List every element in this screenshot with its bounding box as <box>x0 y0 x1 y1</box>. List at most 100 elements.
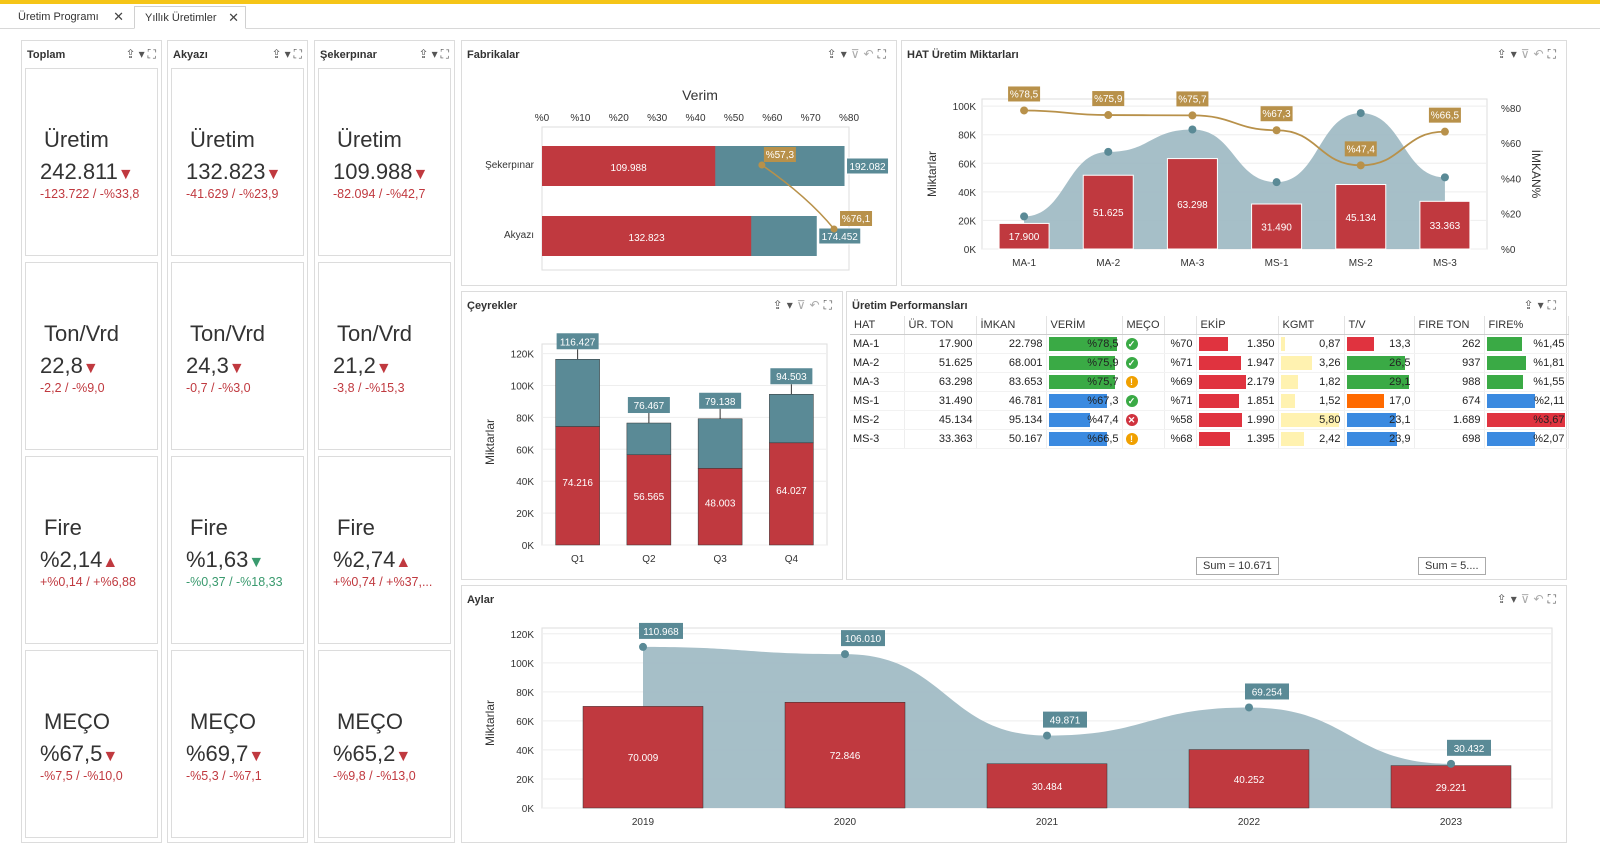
tab-yillik-uretimler[interactable]: Yıllık Üretimler ✕ <box>134 6 246 29</box>
chevron-down-icon[interactable]: ▾ <box>840 47 851 61</box>
undo-icon[interactable]: ↶ <box>863 47 878 61</box>
table-row[interactable]: MA-2 51.625 68.001 %75,9 ✓ %71 1.947 3,2… <box>850 353 1569 373</box>
table-row[interactable]: MS-3 33.363 50.167 %66,5 ! %68 1.395 2,4… <box>850 429 1569 449</box>
maximize-icon[interactable]: ⛶ <box>877 47 890 61</box>
kpi-label: MEÇO <box>44 709 110 734</box>
kpi-card[interactable]: Üretim 242.811▼ -123.722 / -%33,8 <box>25 68 158 256</box>
bar <box>1419 200 1471 250</box>
column-header[interactable]: MEÇO <box>1122 316 1165 335</box>
table-row[interactable]: MA-1 17.900 22.798 %78,5 ✓ %70 1.350 0,8… <box>850 334 1569 354</box>
close-icon[interactable]: ✕ <box>228 10 239 25</box>
maximize-icon[interactable]: ⛶ <box>1547 592 1560 606</box>
chevron-down-icon[interactable]: ▾ <box>431 47 441 61</box>
column-header[interactable] <box>1164 316 1197 335</box>
undo-icon[interactable]: ↶ <box>809 298 824 312</box>
kpi-value: 132.823 <box>186 159 266 184</box>
imkan-label-box <box>1344 141 1377 157</box>
sum-total-ekip: Sum = 10.671 <box>1196 557 1279 575</box>
undo-icon[interactable]: ↶ <box>1533 592 1548 606</box>
capacity-point <box>1188 125 1197 134</box>
table-row[interactable]: MA-3 63.298 83.653 %75,7 ! %69 2.179 1,8… <box>850 372 1569 392</box>
undo-icon[interactable]: ↶ <box>1533 47 1548 61</box>
kpi-card[interactable]: Ton/Vrd 24,3▼ -0,7 / -%3,0 <box>171 262 304 450</box>
chevron-down-icon[interactable]: ▾ <box>284 47 294 61</box>
kgmt-databar <box>1280 431 1304 446</box>
bar-data-label: 48.003 <box>705 499 736 510</box>
imkan-label-box <box>1092 91 1125 107</box>
kpi-card[interactable]: Fire %2,14▲ +%0,14 / +%6,88 <box>25 456 158 644</box>
filter-clear-icon[interactable]: ⊽ <box>1520 592 1534 606</box>
export-icon[interactable]: ⇪ <box>271 47 285 61</box>
bar-data-label: 45.134 <box>1345 213 1376 224</box>
kpi-card[interactable]: Üretim 132.823▼ -41.629 / -%23,9 <box>171 68 304 256</box>
filter-clear-icon[interactable]: ⊽ <box>1520 47 1534 61</box>
column-header[interactable]: HAT <box>850 316 905 335</box>
maximize-icon[interactable]: ⛶ <box>147 47 159 61</box>
export-icon[interactable]: ⇪ <box>772 298 787 312</box>
filter-clear-icon[interactable]: ⊽ <box>796 298 810 312</box>
kpi-card[interactable]: Fire %1,63▼ -%0,37 / -%18,33 <box>171 456 304 644</box>
cell-fire: %2,11 <box>1534 394 1565 407</box>
cell-tv: 29,1 <box>1389 375 1411 388</box>
ekip-databar <box>1198 374 1246 389</box>
kpi-card[interactable]: Ton/Vrd 22,8▼ -2,2 / -%9,0 <box>25 262 158 450</box>
chevron-down-icon[interactable]: ▾ <box>1537 298 1548 312</box>
export-icon[interactable]: ⇪ <box>1496 592 1511 606</box>
column-header[interactable]: T/V <box>1344 316 1415 335</box>
imkan-point <box>1356 161 1365 170</box>
maximize-icon[interactable]: ⛶ <box>823 298 836 312</box>
chevron-down-icon[interactable]: ▾ <box>786 298 797 312</box>
cell-ton: 63.298 <box>904 372 977 392</box>
cell-kgmt: 1,52 <box>1319 394 1341 407</box>
kpi-card[interactable]: MEÇO %65,2▼ -%9,8 / -%13,0 <box>318 650 451 838</box>
bar <box>582 706 704 809</box>
column-header[interactable]: İMKAN <box>976 316 1047 335</box>
column-header[interactable]: FIRE TON <box>1414 316 1485 335</box>
bar-data-label: 17.900 <box>1009 232 1040 243</box>
column-header[interactable]: VERİM <box>1046 316 1123 335</box>
export-icon[interactable]: ⇪ <box>418 47 432 61</box>
table-row[interactable]: MS-1 31.490 46.781 %67,3 ✓ %71 1.851 1,5… <box>850 391 1569 411</box>
column-header[interactable]: EKİP <box>1196 316 1279 335</box>
column-header[interactable]: KGMT <box>1278 316 1345 335</box>
bar-data-label: 63.298 <box>1177 200 1208 211</box>
maximize-icon[interactable]: ⛶ <box>440 47 452 61</box>
kpi-card[interactable]: MEÇO %69,7▼ -%5,3 / -%7,1 <box>171 650 304 838</box>
maximize-icon[interactable]: ⛶ <box>1547 47 1560 61</box>
cell-meco: %71 <box>1164 353 1197 373</box>
export-icon[interactable]: ⇪ <box>1523 298 1538 312</box>
column-header[interactable]: ÜR. TON <box>904 316 977 335</box>
maximize-icon[interactable]: ⛶ <box>1547 298 1560 312</box>
triangle-up-icon: ▲ <box>395 554 412 571</box>
cell-ton: 33.363 <box>904 429 977 449</box>
x-tick-label: %70 <box>801 113 821 124</box>
export-icon[interactable]: ⇪ <box>125 47 139 61</box>
filter-clear-icon[interactable]: ⊽ <box>850 47 864 61</box>
export-icon[interactable]: ⇪ <box>826 47 841 61</box>
chevron-down-icon[interactable]: ▾ <box>138 47 148 61</box>
y-tick-label: 40K <box>516 477 534 488</box>
imkan-data-label: %78,5 <box>1010 89 1039 100</box>
close-icon[interactable]: ✕ <box>113 9 124 24</box>
total-data-label: 192.082 <box>849 162 886 173</box>
maximize-icon[interactable]: ⛶ <box>293 47 305 61</box>
kpi-card[interactable]: Üretim 109.988▼ -82.094 / -%42,7 <box>318 68 451 256</box>
kpi-card[interactable]: MEÇO %67,5▼ -%7,5 / -%10,0 <box>25 650 158 838</box>
kpi-card[interactable]: Ton/Vrd 21,2▼ -3,8 / -%15,3 <box>318 262 451 450</box>
verim-label-box <box>763 147 796 162</box>
column-header[interactable]: FIRE% <box>1484 316 1569 335</box>
top-accent-bar <box>0 0 1600 4</box>
cell-hat: MA-1 <box>850 334 905 354</box>
bar-production <box>542 216 752 256</box>
chevron-down-icon[interactable]: ▾ <box>1510 592 1521 606</box>
export-icon[interactable]: ⇪ <box>1496 47 1511 61</box>
imkan-label-box <box>1260 106 1293 122</box>
tab-uretim-programi[interactable]: Üretim Programı ✕ <box>8 6 130 29</box>
x-tick-label: MS-3 <box>1433 258 1457 269</box>
table-row[interactable]: MS-2 45.134 95.134 %47,4 ✕ %58 1.990 5,8… <box>850 410 1569 430</box>
kpi-card[interactable]: Fire %2,74▲ +%0,74 / +%37,... <box>318 456 451 644</box>
y2-tick-label: %80 <box>1501 104 1521 115</box>
panel-toolbar: ⇪▾⊽↶⛶ <box>1497 47 1560 62</box>
chevron-down-icon[interactable]: ▾ <box>1510 47 1521 61</box>
y2-tick-label: %60 <box>1501 139 1521 150</box>
